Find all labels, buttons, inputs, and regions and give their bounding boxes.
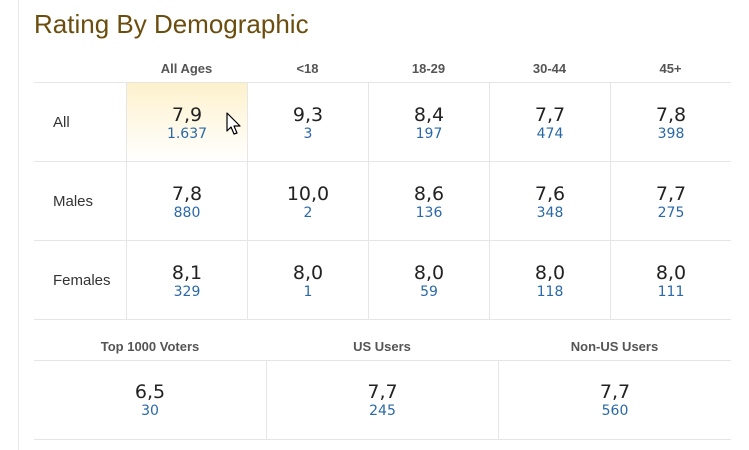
col-header-top-1000-voters: Top 1000 Voters	[100, 339, 200, 354]
rating-value: 7,8	[655, 104, 687, 126]
rating-value: 7,7	[599, 381, 631, 403]
rating-value: 7,7	[534, 104, 566, 126]
col-header-all-ages: All Ages	[160, 61, 213, 76]
row-label-males: Males	[53, 193, 94, 210]
col-header-us-users: US Users	[353, 339, 411, 354]
votes-link[interactable]: 30	[141, 403, 159, 419]
col-header-under-18: <18	[296, 61, 319, 76]
cell-males-18-29: 8,6 136	[369, 162, 489, 240]
rating-value: 8,6	[413, 183, 445, 205]
cell-all-45-plus: 7,8 398	[611, 83, 731, 161]
rating-value: 7,7	[367, 381, 398, 403]
votes-link[interactable]: 398	[657, 126, 685, 142]
rating-value: 6,5	[134, 381, 166, 403]
votes-link[interactable]: 1.637	[166, 126, 208, 142]
votes-link[interactable]: 59	[420, 284, 438, 300]
cell-us-users: 7,7 245	[267, 361, 498, 439]
divider	[368, 83, 369, 319]
cell-females-all-ages: 8,1 329	[127, 241, 247, 319]
rating-value: 8,0	[534, 262, 566, 284]
divider	[34, 82, 731, 83]
votes-link[interactable]: 880	[173, 205, 201, 221]
divider	[266, 361, 267, 439]
divider	[34, 240, 731, 241]
col-header-18-29: 18-29	[411, 61, 446, 76]
rating-value: 7,9	[171, 104, 203, 126]
rating-value: 7,8	[171, 183, 203, 205]
rating-panel: Rating By Demographic All Ages <18 18-29…	[18, 0, 749, 450]
cell-males-45-plus: 7,7 275	[611, 162, 731, 240]
cell-all-under-18: 9,3 3	[248, 83, 368, 161]
cell-females-30-44: 8,0 118	[490, 241, 610, 319]
divider	[34, 360, 731, 361]
cell-all-18-29: 8,4 197	[369, 83, 489, 161]
votes-link[interactable]: 348	[536, 205, 564, 221]
votes-link[interactable]: 329	[173, 284, 201, 300]
rating-value: 9,3	[292, 104, 324, 126]
cell-all-30-44: 7,7 474	[490, 83, 610, 161]
votes-link[interactable]: 1	[303, 284, 313, 300]
votes-link[interactable]: 118	[536, 284, 564, 300]
col-header-non-us-users: Non-US Users	[570, 339, 659, 354]
divider	[498, 361, 499, 439]
row-label-females: Females	[53, 272, 111, 289]
cell-females-under-18: 8,0 1	[248, 241, 368, 319]
votes-link[interactable]: 111	[657, 284, 685, 300]
divider	[34, 161, 731, 162]
cell-females-18-29: 8,0 59	[369, 241, 489, 319]
col-header-30-44: 30-44	[532, 61, 567, 76]
rating-value: 10,0	[286, 183, 330, 205]
col-header-45-plus: 45+	[659, 61, 682, 76]
mouse-pointer-icon	[226, 112, 241, 135]
rating-value: 8,0	[413, 262, 445, 284]
cell-males-all-ages: 7,8 880	[127, 162, 247, 240]
rating-value: 7,7	[655, 183, 687, 205]
rating-value: 8,1	[171, 262, 203, 284]
divider	[34, 439, 731, 440]
divider	[126, 83, 127, 319]
votes-link[interactable]: 560	[601, 403, 629, 419]
cell-top-1000-voters: 6,5 30	[34, 361, 266, 439]
cell-females-45-plus: 8,0 111	[611, 241, 731, 319]
votes-link[interactable]: 474	[536, 126, 564, 142]
votes-link[interactable]: 245	[369, 403, 396, 419]
rating-value: 7,6	[534, 183, 566, 205]
votes-link[interactable]: 136	[415, 205, 443, 221]
cell-males-30-44: 7,6 348	[490, 162, 610, 240]
row-label-all: All	[53, 114, 70, 131]
rating-value: 8,0	[292, 262, 324, 284]
divider	[34, 319, 731, 320]
section-title: Rating By Demographic	[34, 9, 309, 39]
rating-value: 8,4	[413, 104, 445, 126]
divider	[610, 83, 611, 319]
rating-value: 8,0	[655, 262, 687, 284]
divider	[247, 83, 248, 319]
divider	[489, 83, 490, 319]
cell-males-under-18: 10,0 2	[248, 162, 368, 240]
cell-non-us-users: 7,7 560	[499, 361, 731, 439]
votes-link[interactable]: 2	[303, 205, 313, 221]
votes-link[interactable]: 275	[657, 205, 685, 221]
votes-link[interactable]: 197	[415, 126, 443, 142]
votes-link[interactable]: 3	[303, 126, 313, 142]
